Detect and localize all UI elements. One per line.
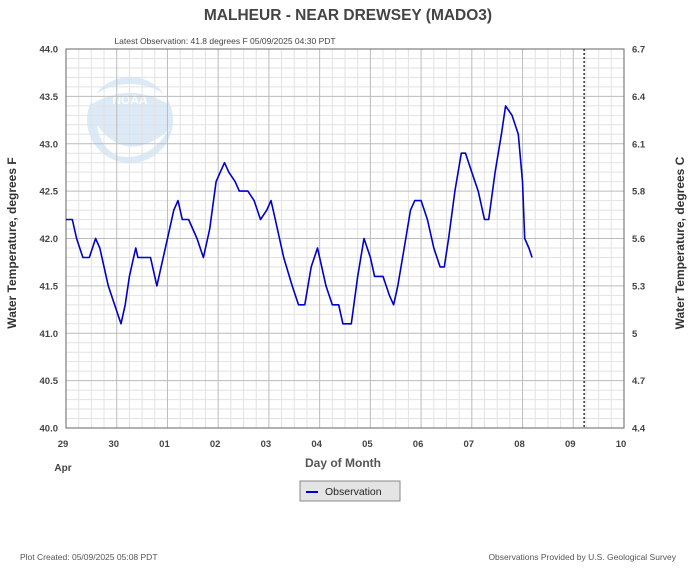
x-tick-label: 03 <box>261 439 272 450</box>
legend: Observation <box>299 480 401 502</box>
y-tick-label-left: 43.0 <box>40 139 59 150</box>
y-tick-label-left: 40.0 <box>40 424 59 435</box>
x-tick-label: 04 <box>311 439 322 450</box>
y-tick-label-right: 5.6 <box>632 234 645 245</box>
y-axis-left-ticks: 40.0 40.5 41.0 41.5 42.0 42.5 43.0 43.5 44.0 <box>40 45 59 435</box>
y-tick-label-right: 6.7 <box>632 45 645 56</box>
y-tick-label-right: 6.1 <box>632 139 646 150</box>
y-tick-label-left: 42.0 <box>40 234 59 245</box>
y-tick-label-left: 40.5 <box>40 376 59 387</box>
x-axis-ticks: 29 30 01 02 03 04 05 06 07 08 09 10 <box>58 439 627 450</box>
y-tick-label-left: 41.5 <box>40 281 59 292</box>
x-tick-label: 10 <box>616 439 627 450</box>
y-tick-label-left: 41.0 <box>40 329 59 340</box>
x-tick-label: 29 <box>58 439 69 450</box>
x-tick-label: 08 <box>514 439 525 450</box>
y-axis-left-label: Water Temperature, degrees F <box>5 157 19 328</box>
x-tick-label: 09 <box>565 439 576 450</box>
x-tick-label: 07 <box>464 439 475 450</box>
plot-area-frame <box>65 48 625 429</box>
x-tick-label: 01 <box>159 439 170 450</box>
x-tick-label: 30 <box>108 439 119 450</box>
y-tick-label-left: 42.5 <box>40 187 59 198</box>
y-tick-label-right: 5.8 <box>632 187 645 198</box>
x-axis-month-label: Apr <box>54 463 71 474</box>
y-tick-label-right: 5 <box>632 329 638 340</box>
y-axis-right-ticks: 4.4 4.7 5 5.3 5.6 5.8 6.1 6.4 6.7 <box>632 45 646 435</box>
x-tick-label: 06 <box>413 439 424 450</box>
legend-label-observation: Observation <box>325 486 382 498</box>
y-tick-label-right: 4.7 <box>632 376 645 387</box>
noaa-logo-text: NOAA <box>112 93 148 107</box>
y-tick-label-left: 43.5 <box>40 92 59 103</box>
y-tick-label-right: 5.3 <box>632 281 645 292</box>
y-tick-label-right: 4.4 <box>632 424 646 435</box>
y-tick-label-right: 6.4 <box>632 92 646 103</box>
x-tick-label: 05 <box>362 439 373 450</box>
data-provider-text: Observations Provided by U.S. Geological… <box>488 552 676 562</box>
observation-series-line <box>66 105 533 325</box>
plot-created-text: Plot Created: 05/09/2025 05:08 PDT <box>20 552 158 562</box>
noaa-logo: NOAA <box>87 77 173 163</box>
chart-title: MALHEUR - NEAR DREWSEY (MADO3) <box>204 7 492 24</box>
x-tick-label: 02 <box>210 439 221 450</box>
y-axis-right-label: Water Temperature, degrees C <box>673 156 687 329</box>
legend-box <box>299 480 401 502</box>
latest-observation-text: Latest Observation: 41.8 degrees F 05/09… <box>114 36 335 46</box>
x-axis-label: Day of Month <box>305 456 381 470</box>
y-tick-label-left: 44.0 <box>40 45 59 56</box>
